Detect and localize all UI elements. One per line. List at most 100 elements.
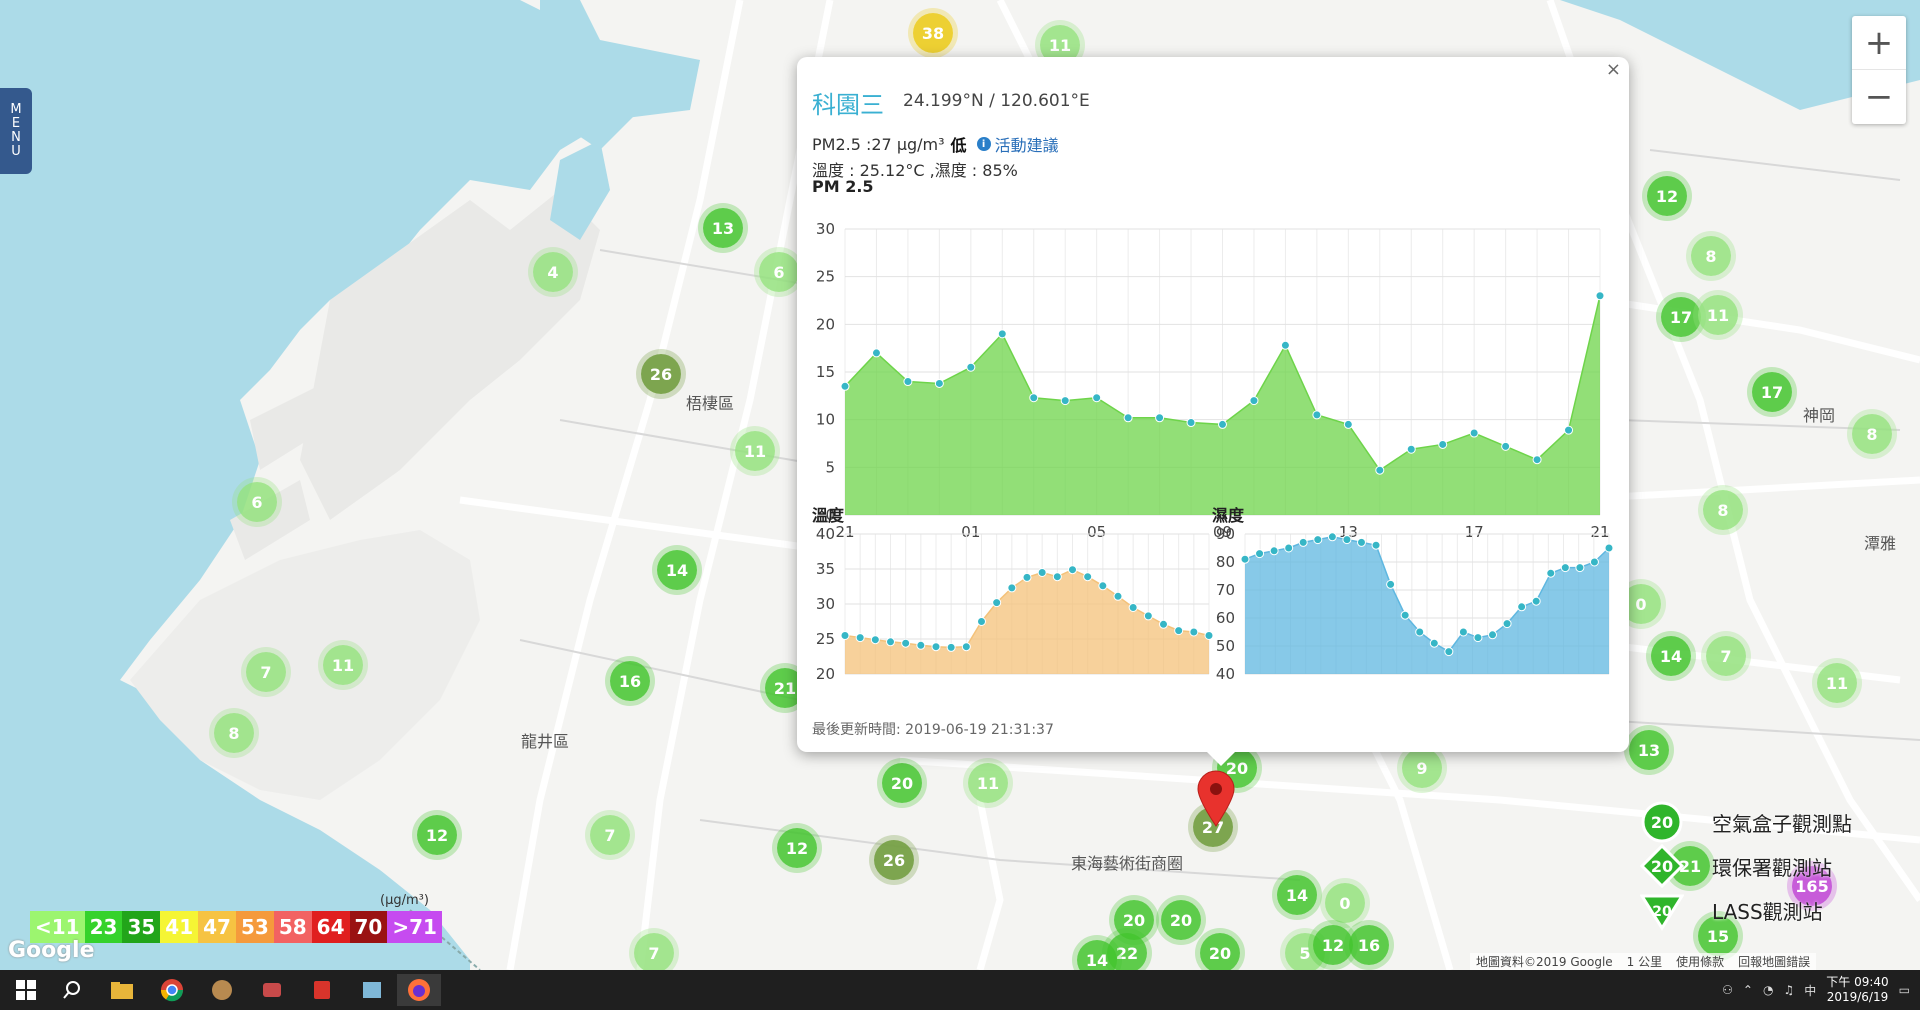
legend-label: LASS觀測站 <box>1712 899 1823 924</box>
data-point <box>1488 630 1498 640</box>
zoom-in-button[interactable]: + <box>1852 16 1906 70</box>
station-cluster-marker[interactable]: 12 <box>777 828 817 868</box>
station-cluster-marker[interactable]: 16 <box>1349 925 1389 965</box>
svg-text:20: 20 <box>1652 904 1672 920</box>
input-method-icon[interactable]: 中 <box>1804 983 1817 998</box>
station-cluster-marker[interactable]: 9 <box>1402 748 1442 788</box>
station-cluster-marker[interactable]: 4 <box>533 252 573 292</box>
network-icon[interactable]: ◔ <box>1762 983 1774 997</box>
y-tick-label: 40 <box>816 525 835 543</box>
clock-time: 下午 09:40 <box>1826 975 1889 989</box>
station-cluster-marker[interactable]: 17 <box>1661 297 1701 337</box>
station-cluster-marker[interactable]: 14 <box>1277 875 1317 915</box>
firefox-icon[interactable] <box>397 974 441 1006</box>
selected-station-marker[interactable] <box>1196 770 1236 832</box>
station-cluster-marker[interactable]: 12 <box>417 815 457 855</box>
app-icon[interactable] <box>300 974 344 1006</box>
data-point <box>966 362 976 372</box>
chevron-up-icon[interactable]: ⌃ <box>1742 983 1753 997</box>
close-icon[interactable]: × <box>1605 59 1621 80</box>
series-area <box>845 569 1209 674</box>
search-icon[interactable] <box>50 974 94 1006</box>
station-cluster-marker[interactable]: 7 <box>590 815 630 855</box>
legend-label: 環保署觀測站 <box>1712 855 1832 880</box>
app-icon[interactable] <box>250 974 294 1006</box>
station-cluster-marker[interactable]: 14 <box>657 550 697 590</box>
station-cluster-marker[interactable]: 7 <box>246 652 286 692</box>
station-cluster-marker[interactable]: 12 <box>1313 925 1353 965</box>
data-point <box>1595 291 1605 301</box>
legend-epa[interactable]: 20 環保署觀測站 <box>1640 844 1832 888</box>
activity-advice-link[interactable]: 活動建議 <box>994 136 1059 155</box>
station-cluster-marker[interactable]: 14 <box>1077 940 1117 970</box>
station-cluster-marker[interactable]: 15 <box>1698 916 1738 956</box>
data-point <box>840 631 850 640</box>
station-cluster-marker[interactable]: 8 <box>214 713 254 753</box>
data-point <box>977 617 986 626</box>
clock[interactable]: 下午 09:40 2019/6/19 <box>1826 975 1888 1005</box>
zoom-out-button[interactable]: − <box>1864 77 1894 117</box>
data-point <box>1022 572 1032 582</box>
station-cluster-marker[interactable]: 8 <box>1852 414 1892 454</box>
last-updated: 最後更新時間: 2019-06-19 21:31:37 <box>812 722 1054 738</box>
legend-segment: 64 <box>311 911 350 943</box>
file-explorer-icon[interactable] <box>100 974 144 1006</box>
station-cluster-marker[interactable]: 20 <box>882 763 922 803</box>
station-cluster-marker[interactable]: 11 <box>323 645 363 685</box>
station-cluster-marker[interactable]: 6 <box>237 482 277 522</box>
app-icon[interactable] <box>350 974 394 1006</box>
legend-segment: 23 <box>84 911 123 943</box>
terms-link[interactable]: 使用條款 <box>1676 955 1725 969</box>
station-cluster-marker[interactable]: 0 <box>1325 883 1365 923</box>
station-cluster-marker[interactable]: 21 <box>1670 846 1710 886</box>
station-cluster-marker[interactable]: 20 <box>1161 900 1201 940</box>
station-cluster-marker[interactable]: 16 <box>610 661 650 701</box>
station-cluster-marker[interactable]: 11 <box>968 763 1008 803</box>
data-point <box>871 348 881 358</box>
report-error-link[interactable]: 回報地圖錯誤 <box>1738 955 1811 969</box>
map[interactable]: 梧棲區 龍井區 東海藝術街商圈 神岡 潭雅 38 11 13 4 6 26 11 6 14 7 11 16 21… <box>0 0 1920 970</box>
station-cluster-marker[interactable]: 6 <box>759 252 799 292</box>
menu-button[interactable]: M E N U <box>0 88 32 174</box>
station-cluster-marker[interactable]: 11 <box>735 431 775 471</box>
station-cluster-marker[interactable]: 17 <box>1752 372 1792 412</box>
station-cluster-marker[interactable]: 13 <box>1629 730 1669 770</box>
station-cluster-marker[interactable]: 14 <box>1651 636 1691 676</box>
station-cluster-marker[interactable]: 165 <box>1792 866 1832 906</box>
taskbar: ⚇ ⌃ ◔ ♫ 中 下午 09:40 2019/6/19 ▭ <box>0 970 1920 1010</box>
menu-letter: U <box>11 144 21 159</box>
station-cluster-marker[interactable]: 7 <box>1706 636 1746 676</box>
windows-start-icon[interactable] <box>4 974 48 1006</box>
legend-segment: <11 <box>30 911 85 943</box>
station-cluster-marker[interactable]: 20 <box>1200 933 1240 970</box>
legend-segment: 41 <box>160 911 199 943</box>
data-point <box>1240 554 1250 564</box>
station-cluster-marker[interactable]: 8 <box>1703 490 1743 530</box>
data-point <box>1249 396 1259 406</box>
station-cluster-marker[interactable]: 7 <box>634 933 674 970</box>
data-point <box>1029 393 1039 403</box>
data-point <box>1560 563 1570 573</box>
volume-icon[interactable]: ♫ <box>1783 983 1795 997</box>
data-point <box>997 329 1007 339</box>
notification-icon[interactable]: ▭ <box>1898 983 1910 997</box>
station-cluster-marker[interactable]: 12 <box>1647 176 1687 216</box>
legend-airbox[interactable]: 20 空氣盒子觀測點 <box>1640 800 1852 844</box>
station-cluster-marker[interactable]: 11 <box>1817 663 1857 703</box>
station-cluster-marker[interactable]: 8 <box>1691 236 1731 276</box>
legend-lass[interactable]: 20 LASS觀測站 <box>1640 888 1823 932</box>
y-tick-label: 5 <box>825 458 835 476</box>
y-tick-label: 80 <box>1216 553 1235 571</box>
clock-date: 2019/6/19 <box>1826 990 1889 1004</box>
station-cluster-marker[interactable]: 11 <box>1698 295 1738 335</box>
series-area <box>845 295 1600 515</box>
chrome-icon[interactable] <box>150 974 194 1006</box>
people-icon[interactable]: ⚇ <box>1722 983 1733 997</box>
data-point <box>1406 444 1416 454</box>
data-point <box>946 642 956 652</box>
station-cluster-marker[interactable]: 26 <box>641 354 681 394</box>
app-icon[interactable] <box>200 974 244 1006</box>
station-cluster-marker[interactable]: 13 <box>703 208 743 248</box>
station-cluster-marker[interactable]: 38 <box>913 13 953 53</box>
station-cluster-marker[interactable]: 26 <box>874 840 914 880</box>
